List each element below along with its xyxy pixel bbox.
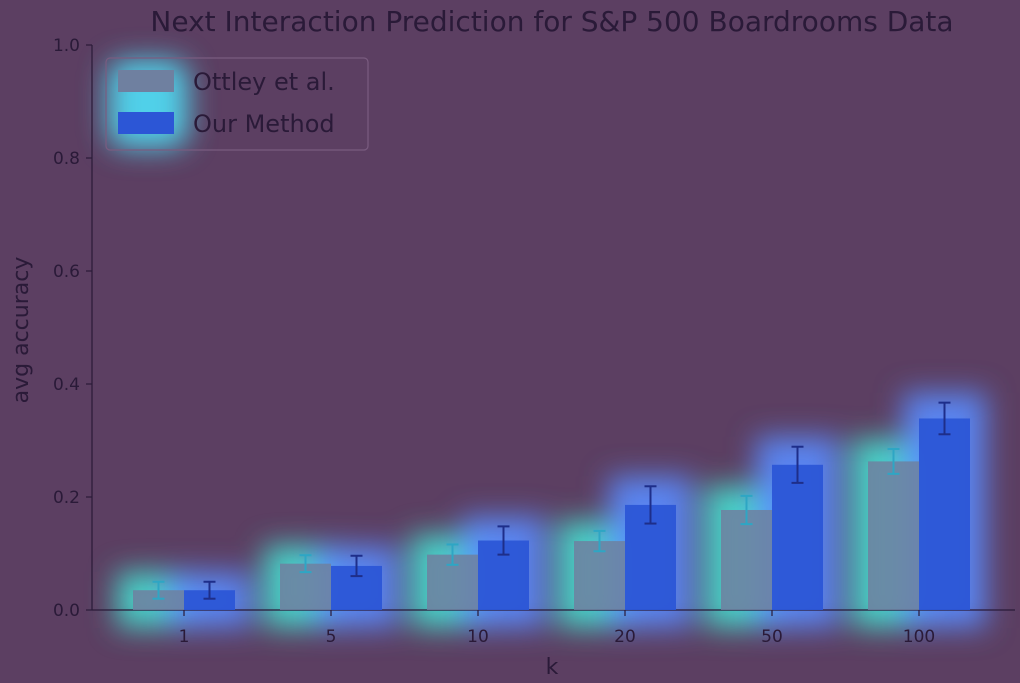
bar-ours-50 — [772, 464, 823, 610]
bar-ours-1 — [184, 590, 235, 610]
error-bar-ottley-1 — [152, 580, 165, 600]
y-tick-label: 0.4 — [53, 375, 80, 395]
legend-label-ottley: Ottley et al. — [193, 68, 335, 96]
y-tick-label: 0.8 — [53, 149, 80, 169]
legend-box — [105, 57, 369, 151]
error-bar-ours-5 — [350, 554, 363, 578]
bar-ottley-20 — [574, 541, 625, 610]
error-bar-ottley-5 — [299, 554, 312, 574]
axes — [86, 44, 1015, 616]
bars — [133, 418, 970, 610]
y-tick-label: 0.6 — [53, 262, 80, 282]
legend: Ottley et al. Our Method — [105, 57, 369, 151]
y-tick-label: 1.0 — [53, 36, 80, 56]
chart-title: Next Interaction Prediction for S&P 500 … — [150, 5, 953, 38]
x-tick-label: 5 — [326, 627, 337, 647]
bar-ottley-100 — [868, 461, 919, 610]
legend-label-ours: Our Method — [193, 110, 335, 138]
y-tick-label: 0.0 — [53, 601, 80, 621]
heatmap-glow-layer — [108, 60, 986, 628]
error-bar-ottley-50 — [740, 494, 753, 526]
bar-ottley-50 — [721, 509, 772, 610]
y-axis-label: avg accuracy — [9, 257, 34, 404]
x-tick-label: 20 — [614, 627, 636, 647]
x-tick-label: 100 — [903, 627, 935, 647]
error-bar-ours-50 — [791, 445, 804, 484]
y-tick-label: 0.2 — [53, 488, 80, 508]
error-bar-ours-1 — [203, 580, 216, 600]
x-tick-label: 50 — [761, 627, 783, 647]
error-bar-ours-100 — [938, 401, 951, 436]
tick-labels: 0.0 0.2 0.4 0.6 0.8 1.0 1 5 10 20 50 100 — [53, 36, 935, 647]
error-bar-ottley-20 — [593, 529, 606, 553]
legend-swatch-ottley — [118, 70, 174, 92]
bar-ottley-1 — [133, 590, 184, 610]
x-tick-label: 1 — [179, 627, 190, 647]
error-bars — [152, 401, 951, 600]
x-tick-label: 10 — [467, 627, 489, 647]
error-bar-ottley-100 — [887, 447, 900, 475]
error-bar-ours-20 — [644, 485, 657, 525]
bar-ours-100 — [919, 418, 970, 610]
error-bar-ours-10 — [497, 525, 510, 556]
error-bar-ottley-10 — [446, 543, 459, 566]
x-axis-label: k — [546, 655, 559, 679]
glow-blur-group — [108, 60, 986, 628]
legend-swatch-ours — [118, 112, 174, 134]
